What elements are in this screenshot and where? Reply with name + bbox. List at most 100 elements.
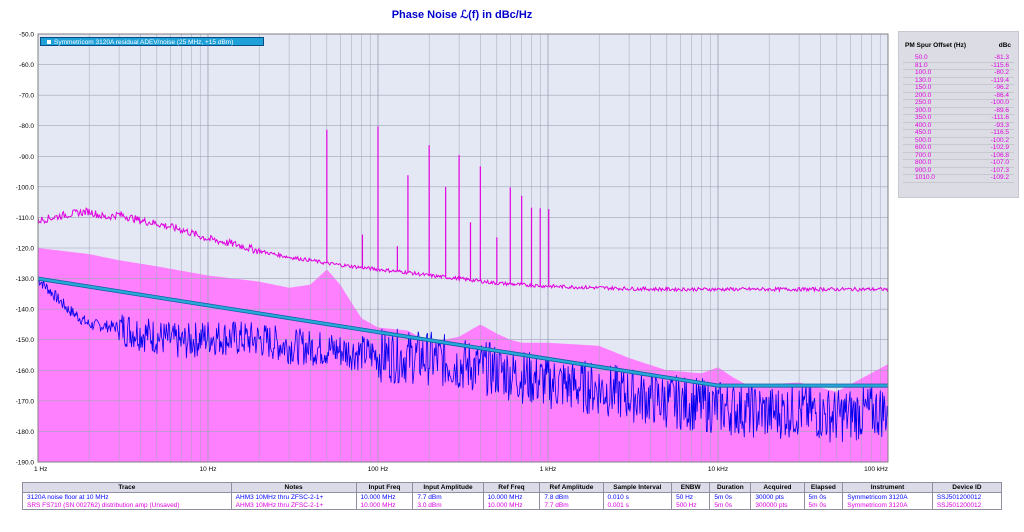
info-cell: 300000 pts: [750, 501, 805, 510]
y-tick-label: -150.0: [16, 337, 35, 344]
info-cell: 5m 0s: [803, 492, 844, 501]
phase-noise-chart: -50.0 -60.0 -70.0 -80.0 -90.0 -100.0 -110.0 -12…: [16, 32, 889, 473]
y-tick-label: -100.0: [16, 184, 35, 191]
y-tick-label: -170.0: [16, 398, 35, 405]
spur-offset: 600.0: [915, 144, 932, 151]
x-tick-label: 1 kHz: [540, 466, 557, 473]
trace-info-table: Trace Notes Input Freq Input Amplitude Ref F…: [22, 482, 1003, 510]
spur-row: 130.0 -119.4: [903, 76, 1014, 85]
spur-dbc: -106.8: [990, 151, 1009, 159]
spur-dbc: -111.6: [991, 114, 1009, 121]
spur-row: 900.0 -107.3: [903, 166, 1014, 175]
spur-row: 450.0 -116.5: [903, 129, 1014, 138]
y-tick-label: -90.0: [19, 154, 34, 161]
spur-row: 350.0 -111.6: [903, 114, 1014, 123]
info-cell: 30000 pts: [750, 492, 805, 501]
spur-row: 300.0 -89.6: [903, 106, 1014, 115]
info-col-header: Input Amplitude: [412, 482, 484, 493]
info-cell: SSJ501200012: [931, 501, 1003, 510]
info-cell: 7.7 dBm: [412, 492, 484, 501]
spur-row: 50.0 -81.3: [903, 54, 1014, 63]
spur-row: 400.0 -93.3: [903, 121, 1014, 130]
spur-dbc: -107.0: [990, 159, 1009, 166]
spur-dbc: -115.6: [991, 61, 1009, 69]
info-cell: SRS FS710 (SN 002762) distribution amp (…: [22, 501, 232, 510]
legend-swatch: [47, 40, 51, 44]
info-col-header: Acquired: [750, 482, 805, 493]
info-cell: 5m 0s: [709, 501, 752, 510]
x-tick-label: 10 Hz: [200, 466, 217, 473]
info-cell: Symmetricom 3120A: [842, 492, 933, 501]
spur-dbc: -86.4: [994, 91, 1009, 99]
info-cell: 3.0 dBm: [412, 501, 484, 510]
info-cell: AHM3 10MHz thru ZFSC-2-1+: [230, 501, 357, 510]
spur-offset: 250.0: [915, 99, 932, 106]
spur-offset-header: PM Spur Offset (Hz): [905, 42, 967, 49]
spur-offset: 150.0: [915, 84, 932, 91]
info-cell: 3120A noise floor at 10 MHz: [22, 492, 232, 501]
spur-offset: 50.0: [915, 54, 928, 61]
spur-table-panel: PM Spur Offset (Hz) dBc 50.0 -81.3 81.0 -11…: [898, 31, 1019, 198]
spur-dbc: -80.2: [994, 69, 1009, 76]
spur-dbc: -116.5: [991, 129, 1009, 136]
y-tick-label: -140.0: [16, 307, 35, 314]
info-col-header: Notes: [230, 482, 357, 493]
info-cell: 50 Hz: [671, 492, 711, 501]
spur-dbc: -96.2: [994, 84, 1009, 91]
info-cell: 10.000 MHz: [355, 501, 414, 510]
spur-table-rows: 50.0 -81.3 81.0 -115.6 100.0 -80.2 130.0 -119.4…: [899, 54, 1018, 183]
spur-row: 700.0 -106.8: [903, 151, 1014, 160]
y-tick-label: -60.0: [19, 62, 34, 69]
spur-offset: 900.0: [915, 166, 932, 174]
spur-offset: 450.0: [915, 129, 932, 136]
y-tick-label: -190.0: [16, 460, 35, 467]
info-cell: AHM3 10MHz thru ZFSC-2-1+: [230, 492, 357, 501]
info-cell: 0.010 s: [602, 492, 673, 501]
spur-row: 500.0 -100.2: [903, 136, 1014, 145]
y-tick-label: -80.0: [19, 123, 34, 130]
spur-dbc: -107.3: [990, 166, 1009, 174]
info-cell: 10.000 MHz: [355, 492, 414, 501]
info-cell: 7.7 dBm: [539, 501, 604, 510]
spur-row: 200.0 -86.4: [903, 91, 1014, 100]
info-col-header: Sample Interval: [602, 482, 673, 493]
spur-offset: 700.0: [915, 151, 932, 159]
info-col-header: Duration: [709, 482, 752, 493]
spur-row: 600.0 -102.9: [903, 144, 1014, 153]
spur-offset: 130.0: [915, 76, 932, 84]
legend-entry[interactable]: Symmetricom 3120A residual ADEV/noise (2…: [40, 37, 264, 46]
info-col-header: Ref Amplitude: [539, 482, 604, 493]
info-col-header: Device ID: [931, 482, 1003, 493]
trace-info-header-row: Trace Notes Input Freq Input Amplitude Ref F…: [22, 482, 1003, 493]
plot-border: [37, 33, 889, 463]
spur-offset: 350.0: [915, 114, 932, 121]
spur-dbc: -81.3: [994, 54, 1009, 61]
y-tick-label: -70.0: [19, 93, 34, 100]
trace-row-noise-floor[interactable]: 3120A noise floor at 10 MHz AHM3 10MHz th…: [22, 492, 1003, 501]
spur-dbc: -89.6: [994, 106, 1009, 114]
info-col-header: Elapsed: [803, 482, 844, 493]
info-cell: 5m 0s: [803, 501, 844, 510]
spur-dbc: -100.0: [990, 99, 1009, 106]
info-cell: 10.000 MHz: [482, 492, 541, 501]
series-line-noise-floor: [37, 278, 889, 443]
spur-offset: 300.0: [915, 106, 932, 114]
info-col-header: Trace: [22, 482, 232, 493]
x-tick-label: 1 Hz: [34, 466, 47, 473]
spur-dbc: -119.4: [991, 76, 1009, 84]
spur-offset: 1010.0: [915, 174, 935, 181]
spur-offset: 200.0: [915, 91, 932, 99]
spur-dbc: -102.9: [990, 144, 1009, 151]
spur-offset: 500.0: [915, 136, 932, 144]
trace-row-fs710[interactable]: SRS FS710 (SN 002762) distribution amp (…: [22, 501, 1003, 510]
spur-row: 1010.0 -109.2: [903, 174, 1014, 183]
spur-offset: 800.0: [915, 159, 932, 166]
info-cell: 10.000 MHz: [482, 501, 541, 510]
x-tick-label: 10 kHz: [708, 466, 728, 473]
spur-row: 81.0 -115.6: [903, 61, 1014, 70]
spur-dbc: -93.3: [994, 121, 1009, 129]
x-tick-label: 100 kHz: [864, 466, 888, 473]
info-cell: 5m 0s: [709, 492, 752, 501]
spur-row: 100.0 -80.2: [903, 69, 1014, 78]
spur-offset: 81.0: [915, 61, 928, 69]
